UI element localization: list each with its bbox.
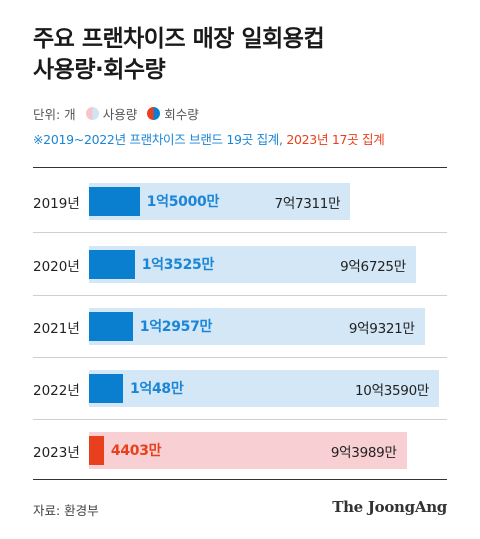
recovery-bar: [89, 374, 123, 403]
usage-value-label: 9억3989만: [330, 445, 397, 461]
recovery-value-label: 1억2957만: [139, 319, 213, 335]
legend-item-usage: 사용량: [85, 104, 138, 123]
usage-bar: [89, 432, 407, 469]
recovery-bar: [89, 312, 133, 341]
usage-value-label: 9억6725만: [340, 259, 406, 275]
legend: 단위: 개 사용량 회수량: [33, 104, 209, 123]
usage-bar: [89, 370, 439, 407]
bottom-divider: [33, 479, 447, 480]
year-label: 2020년: [33, 259, 80, 275]
recovery-value-label: 1억48만: [129, 381, 184, 397]
usage-value-label: 7억7311만: [274, 196, 341, 212]
recovery-value-label: 1억5000만: [146, 194, 220, 210]
note-part2: 2023년 17곳 집계: [286, 132, 385, 147]
legend-item-recovery: 회수량: [147, 104, 199, 123]
year-label: 2021년: [33, 321, 80, 337]
recovery-bar: [89, 436, 104, 465]
recovery-value-label: 1억3525만: [141, 257, 215, 273]
year-label: 2019년: [33, 196, 80, 212]
chart-title: 주요 프랜차이즈 매장 일회용컵 사용량·회수량: [33, 24, 325, 86]
year-label: 2022년: [33, 383, 80, 399]
note: ※2019~2022년 프랜차이즈 브랜드 19곳 집계, 2023년 17곳 …: [33, 129, 385, 148]
usage-value-label: 10억3590만: [355, 383, 429, 399]
top-divider: [33, 167, 447, 168]
usage-bar: [89, 308, 425, 345]
recovery-value-label: 4403만: [110, 443, 162, 459]
source-label: 자료: 환경부: [33, 503, 99, 518]
brand-logo: The JoongAng: [332, 498, 447, 516]
row-divider: [33, 232, 447, 233]
chart-title-line2: 사용량·회수량: [33, 57, 166, 83]
unit-label: 단위: 개: [33, 107, 76, 122]
usage-value-label: 9억9321만: [348, 321, 415, 337]
recovery-swatch-icon: [147, 107, 161, 120]
recovery-bar: [89, 250, 135, 279]
year-label: 2023년: [33, 445, 80, 461]
chart-title-line1: 주요 프랜차이즈 매장 일회용컵: [33, 26, 325, 52]
row-divider: [33, 357, 447, 358]
row-divider: [33, 295, 447, 296]
recovery-bar: [89, 187, 140, 216]
usage-bar: [89, 246, 416, 283]
row-divider: [33, 419, 447, 420]
legend-usage-label: 사용량: [102, 107, 138, 122]
usage-swatch-icon: [85, 107, 99, 120]
note-part1: ※2019~2022년 프랜차이즈 브랜드 19곳 집계,: [33, 132, 287, 147]
legend-recovery-label: 회수량: [164, 107, 199, 122]
